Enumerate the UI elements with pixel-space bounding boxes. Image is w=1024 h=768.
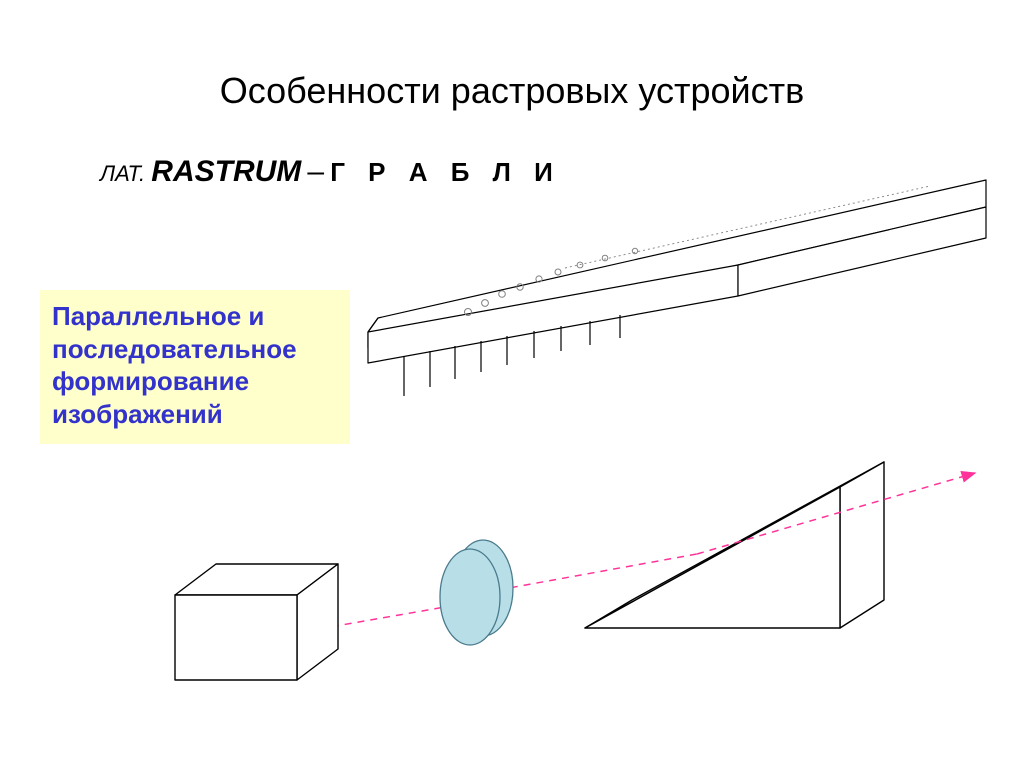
rastrum-bar [368, 180, 986, 396]
lens [440, 540, 513, 645]
prism [585, 462, 884, 628]
source-box [175, 564, 338, 680]
diagram-svg [0, 0, 1024, 768]
